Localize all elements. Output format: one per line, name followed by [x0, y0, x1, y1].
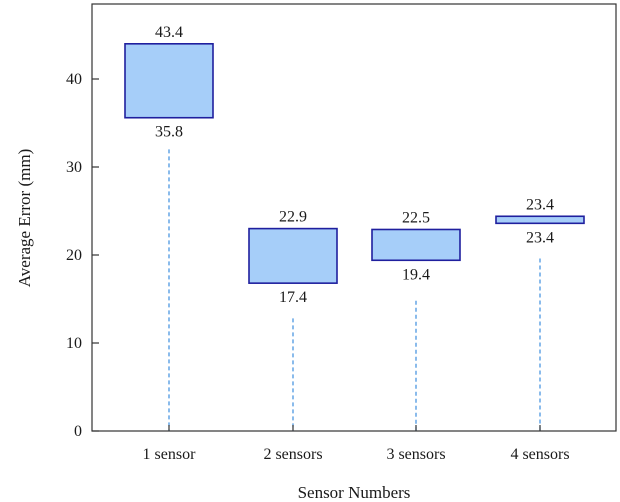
y-tick-label: 30	[66, 159, 82, 176]
x-axis: 1 sensor 2 sensors 3 sensors 4 sensors	[143, 425, 570, 463]
high-value-label: 22.9	[279, 209, 307, 226]
range-bar	[371, 228, 461, 262]
data-labels: 43.4 22.9 22.5 23.4 35.8 17.4 19.4 23.4	[155, 24, 554, 306]
low-value-label: 35.8	[155, 124, 183, 141]
high-value-label: 43.4	[155, 24, 183, 41]
plot-frame	[91, 3, 617, 432]
x-tick-label: 3 sensors	[386, 446, 445, 463]
low-value-label: 19.4	[402, 266, 430, 283]
y-tick-label: 0	[74, 423, 82, 440]
x-tick-label: 1 sensor	[143, 446, 197, 463]
range-bar	[124, 42, 214, 119]
y-tick-label: 10	[66, 335, 82, 352]
dashed-guide-lines	[168, 149, 541, 431]
x-tick-label: 2 sensors	[263, 446, 322, 463]
y-tick-label: 40	[66, 71, 82, 88]
low-value-label: 23.4	[526, 229, 554, 246]
x-tick-label: 4 sensors	[510, 446, 569, 463]
x-axis-title: Sensor Numbers	[298, 483, 411, 502]
range-bar	[495, 215, 585, 225]
high-value-label: 22.5	[402, 209, 430, 226]
y-tick-label: 20	[66, 247, 82, 264]
y-axis: 0 10 20 30 40	[66, 71, 99, 440]
range-bar	[248, 227, 338, 284]
y-axis-title: Average Error (mm)	[15, 149, 34, 287]
low-value-label: 17.4	[279, 289, 307, 306]
high-value-label: 23.4	[526, 196, 554, 213]
range-bars	[124, 42, 585, 284]
